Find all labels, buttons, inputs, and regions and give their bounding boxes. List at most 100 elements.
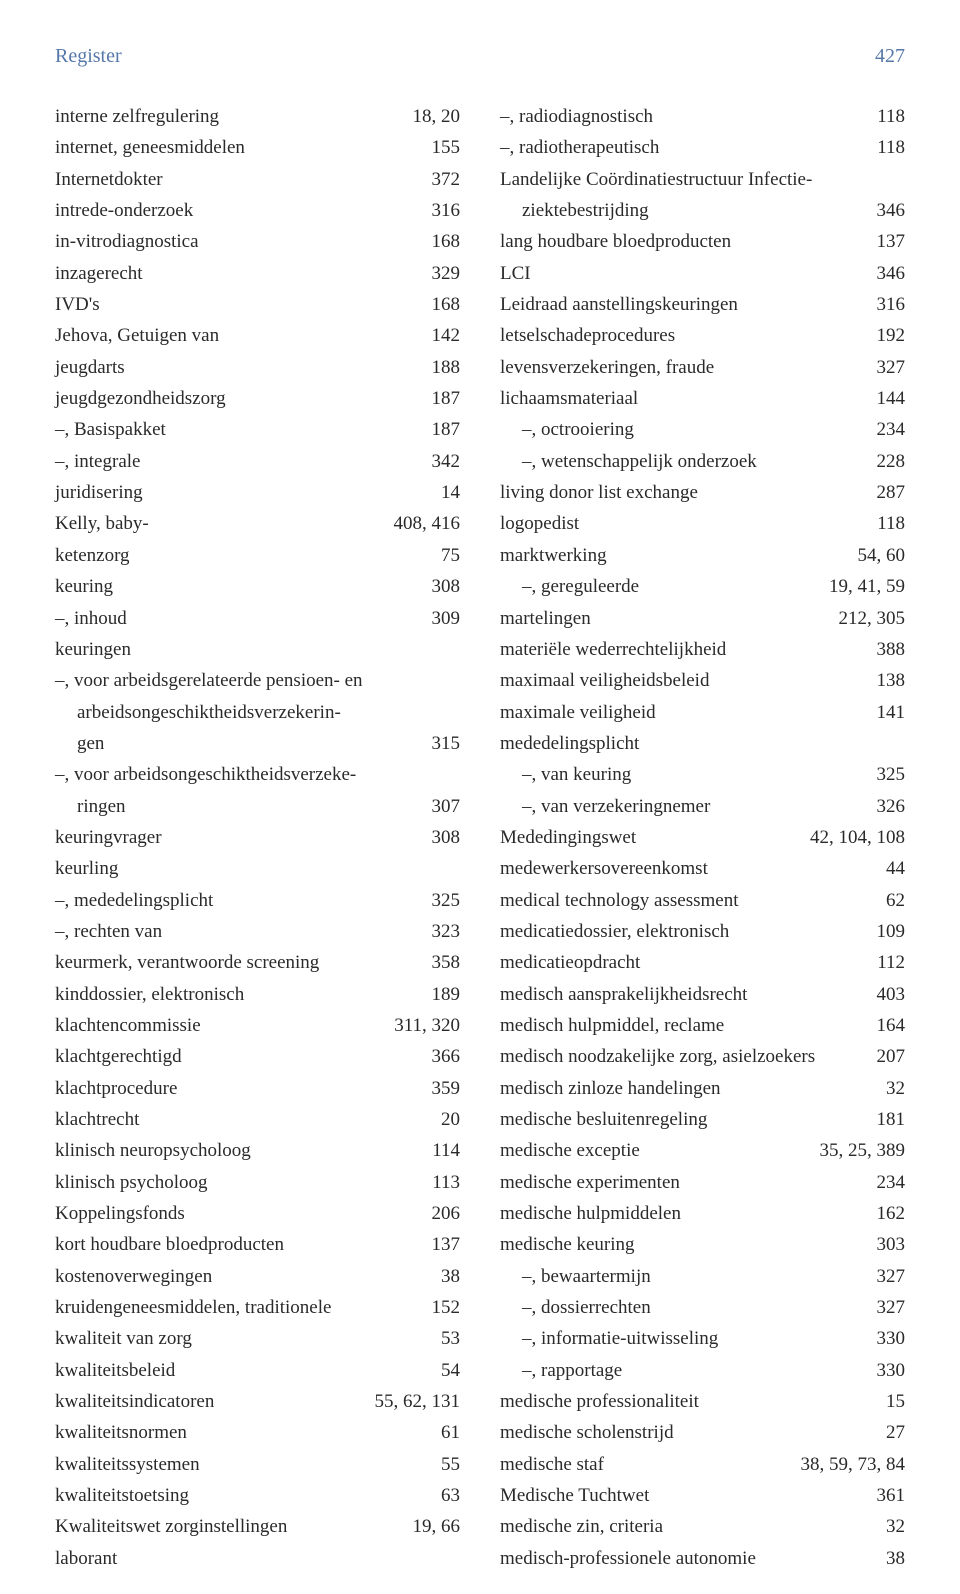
index-term: materiële wederrechtelijkheid bbox=[500, 634, 877, 665]
index-entry: ketenzorg75 bbox=[55, 540, 460, 571]
index-entry: Leidraad aanstellingskeuringen316 bbox=[500, 289, 905, 320]
index-entry: Kwaliteitswet zorginstellingen19, 66 bbox=[55, 1511, 460, 1542]
index-term: kort houdbare bloedproducten bbox=[55, 1229, 432, 1260]
index-entry: jeugdarts188 bbox=[55, 352, 460, 383]
index-pages: 38 bbox=[441, 1261, 460, 1292]
index-term: –, rechten van bbox=[55, 916, 432, 947]
index-entry: –, van keuring325 bbox=[500, 759, 905, 790]
index-pages: 372 bbox=[432, 164, 461, 195]
index-term: medische zin, criteria bbox=[500, 1511, 886, 1542]
index-entry: medicatiedossier, elektronisch109 bbox=[500, 916, 905, 947]
index-term: medische staf bbox=[500, 1449, 801, 1480]
index-pages: 366 bbox=[432, 1041, 461, 1072]
index-term: gen bbox=[55, 728, 432, 759]
index-term: lang houdbare bloedproducten bbox=[500, 226, 877, 257]
index-entry: medische besluitenregeling181 bbox=[500, 1104, 905, 1135]
index-pages: 187 bbox=[432, 414, 461, 445]
index-pages: 206 bbox=[432, 1198, 461, 1229]
index-pages: 303 bbox=[877, 1229, 906, 1260]
index-term: Kelly, baby- bbox=[55, 508, 394, 539]
index-term: keuring bbox=[55, 571, 432, 602]
index-term: LCI bbox=[500, 258, 877, 289]
index-pages: 388 bbox=[877, 634, 906, 665]
index-entry: IVD's168 bbox=[55, 289, 460, 320]
index-entry: intrede-onderzoek316 bbox=[55, 195, 460, 226]
index-term: mededelingsplicht bbox=[500, 728, 905, 759]
index-pages: 32 bbox=[886, 1511, 905, 1542]
index-entry: medisch-professionele autonomie38 bbox=[500, 1543, 905, 1574]
index-entry: medische experimenten234 bbox=[500, 1167, 905, 1198]
index-pages: 287 bbox=[877, 477, 906, 508]
index-term: –, voor arbeidsongeschiktheidsverzeke- bbox=[55, 759, 460, 790]
index-pages: 329 bbox=[432, 258, 461, 289]
index-entry: keurling bbox=[55, 853, 460, 884]
index-term: medische keuring bbox=[500, 1229, 877, 1260]
index-entry: levensverzekeringen, fraude327 bbox=[500, 352, 905, 383]
index-pages: 138 bbox=[877, 665, 906, 696]
index-pages: 20 bbox=[441, 1104, 460, 1135]
index-term: internet, geneesmiddelen bbox=[55, 132, 432, 163]
index-term: intrede-onderzoek bbox=[55, 195, 432, 226]
index-term: klinisch neuropsycholoog bbox=[55, 1135, 432, 1166]
index-term: jeugdarts bbox=[55, 352, 432, 383]
index-term: juridisering bbox=[55, 477, 441, 508]
index-pages: 181 bbox=[877, 1104, 906, 1135]
index-pages: 234 bbox=[877, 414, 906, 445]
index-term: –, van verzekeringnemer bbox=[500, 791, 877, 822]
index-entry: materiële wederrechtelijkheid388 bbox=[500, 634, 905, 665]
index-term: jeugdgezondheidszorg bbox=[55, 383, 432, 414]
index-term: ringen bbox=[55, 791, 432, 822]
index-term: medische exceptie bbox=[500, 1135, 820, 1166]
index-entry: martelingen212, 305 bbox=[500, 603, 905, 634]
index-term: kwaliteitsbeleid bbox=[55, 1355, 441, 1386]
index-term: ketenzorg bbox=[55, 540, 441, 571]
index-term: kostenoverwegingen bbox=[55, 1261, 441, 1292]
index-pages: 137 bbox=[432, 1229, 461, 1260]
index-term: in-vitrodiagnostica bbox=[55, 226, 432, 257]
index-entry: lang houdbare bloedproducten137 bbox=[500, 226, 905, 257]
index-term: keuringen bbox=[55, 634, 460, 665]
index-pages: 164 bbox=[877, 1010, 906, 1041]
index-term: klinisch psycholoog bbox=[55, 1167, 432, 1198]
index-pages: 234 bbox=[877, 1167, 906, 1198]
index-term: –, gereguleerde bbox=[500, 571, 829, 602]
index-pages: 192 bbox=[877, 320, 906, 351]
index-pages: 403 bbox=[877, 979, 906, 1010]
index-term: –, Basispakket bbox=[55, 414, 432, 445]
index-entry: kwaliteitsindicatoren55, 62, 131 bbox=[55, 1386, 460, 1417]
index-pages: 327 bbox=[877, 1292, 906, 1323]
index-term: –, wetenschappelijk onderzoek bbox=[500, 446, 877, 477]
index-term: Mededingingswet bbox=[500, 822, 810, 853]
index-entry: Internetdokter372 bbox=[55, 164, 460, 195]
index-pages: 358 bbox=[432, 947, 461, 978]
index-pages: 325 bbox=[877, 759, 906, 790]
index-entry: medisch noodzakelijke zorg, asielzoekers… bbox=[500, 1041, 905, 1072]
index-entry: arbeidsongeschiktheidsverzekerin- bbox=[55, 697, 460, 728]
index-entry: medicatieopdracht112 bbox=[500, 947, 905, 978]
index-term: kwaliteitssystemen bbox=[55, 1449, 441, 1480]
index-term: kwaliteitsnormen bbox=[55, 1417, 441, 1448]
index-pages: 168 bbox=[432, 226, 461, 257]
index-entry: Landelijke Coördinatiestructuur Infectie… bbox=[500, 164, 905, 195]
index-pages: 188 bbox=[432, 352, 461, 383]
index-pages: 189 bbox=[432, 979, 461, 1010]
index-pages: 315 bbox=[432, 728, 461, 759]
index-term: interne zelfregulering bbox=[55, 101, 413, 132]
index-pages: 162 bbox=[877, 1198, 906, 1229]
index-entry: –, octrooiering234 bbox=[500, 414, 905, 445]
index-pages: 38, 59, 73, 84 bbox=[801, 1449, 906, 1480]
index-term: medische scholenstrijd bbox=[500, 1417, 886, 1448]
index-term: medisch zinloze handelingen bbox=[500, 1073, 886, 1104]
index-pages: 228 bbox=[877, 446, 906, 477]
index-pages: 330 bbox=[877, 1355, 906, 1386]
index-term: –, dossierrechten bbox=[500, 1292, 877, 1323]
index-pages: 327 bbox=[877, 352, 906, 383]
index-pages: 118 bbox=[877, 508, 905, 539]
index-entry: –, voor arbeidsgerelateerde pensioen- en bbox=[55, 665, 460, 696]
index-term: kwaliteitsindicatoren bbox=[55, 1386, 375, 1417]
index-term: medewerkersovereenkomst bbox=[500, 853, 886, 884]
index-term: keurling bbox=[55, 853, 460, 884]
index-term: medische besluitenregeling bbox=[500, 1104, 877, 1135]
index-pages: 54 bbox=[441, 1355, 460, 1386]
index-term: Landelijke Coördinatiestructuur Infectie… bbox=[500, 164, 905, 195]
